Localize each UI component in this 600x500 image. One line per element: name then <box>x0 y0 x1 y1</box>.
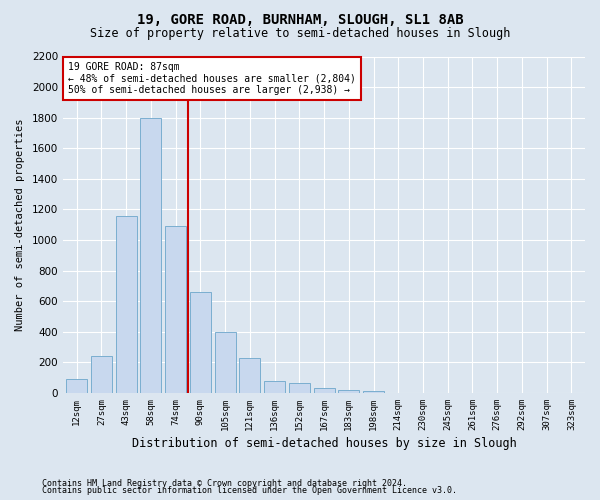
Bar <box>190 292 211 393</box>
Bar <box>66 379 87 393</box>
Bar <box>91 356 112 393</box>
Bar <box>215 332 236 393</box>
Bar <box>338 390 359 393</box>
Bar <box>239 358 260 393</box>
X-axis label: Distribution of semi-detached houses by size in Slough: Distribution of semi-detached houses by … <box>131 437 517 450</box>
Text: 19 GORE ROAD: 87sqm
← 48% of semi-detached houses are smaller (2,804)
50% of sem: 19 GORE ROAD: 87sqm ← 48% of semi-detach… <box>68 62 356 94</box>
Text: 19, GORE ROAD, BURNHAM, SLOUGH, SL1 8AB: 19, GORE ROAD, BURNHAM, SLOUGH, SL1 8AB <box>137 12 463 26</box>
Text: Contains public sector information licensed under the Open Government Licence v3: Contains public sector information licen… <box>42 486 457 495</box>
Text: Size of property relative to semi-detached houses in Slough: Size of property relative to semi-detach… <box>90 28 510 40</box>
Bar <box>314 388 335 393</box>
Bar <box>289 383 310 393</box>
Bar <box>165 226 186 393</box>
Bar <box>140 118 161 393</box>
Y-axis label: Number of semi-detached properties: Number of semi-detached properties <box>15 118 25 331</box>
Bar <box>264 382 285 393</box>
Bar <box>363 390 384 393</box>
Bar <box>116 216 137 393</box>
Text: Contains HM Land Registry data © Crown copyright and database right 2024.: Contains HM Land Registry data © Crown c… <box>42 478 407 488</box>
